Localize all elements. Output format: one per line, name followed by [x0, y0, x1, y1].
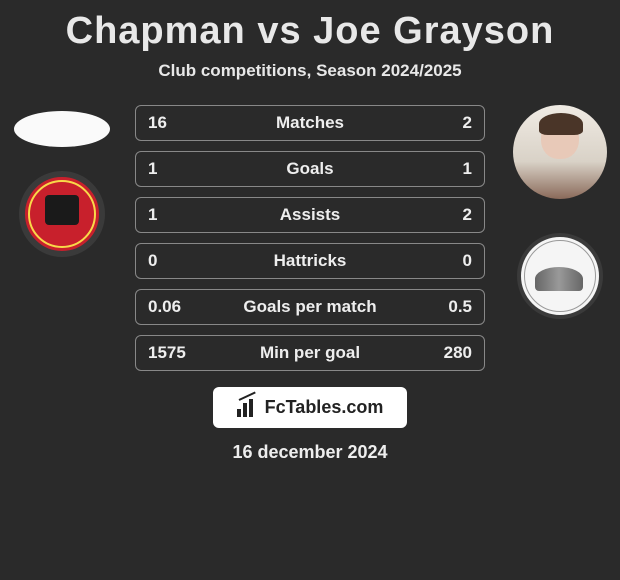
- stat-left-value: 0: [148, 251, 208, 271]
- footer: FcTables.com 16 december 2024: [213, 387, 408, 463]
- player-right-avatar: [513, 105, 607, 199]
- stat-row: 1 Assists 2: [135, 197, 485, 233]
- stat-label: Goals: [286, 159, 333, 179]
- stat-right-value: 1: [412, 159, 472, 179]
- stat-left-value: 0.06: [148, 297, 208, 317]
- stat-row: 16 Matches 2: [135, 105, 485, 141]
- stat-row: 0 Hattricks 0: [135, 243, 485, 279]
- stat-label: Min per goal: [260, 343, 360, 363]
- brand-badge: FcTables.com: [213, 387, 408, 428]
- player-left-avatar: [14, 111, 110, 147]
- stat-label: Assists: [280, 205, 340, 225]
- stat-left-value: 1575: [148, 343, 208, 363]
- stats-table: 16 Matches 2 1 Goals 1 1 Assists 2 0 Hat…: [135, 105, 485, 371]
- club-left-logo: [19, 171, 105, 257]
- brand-text: FcTables.com: [265, 397, 384, 418]
- stat-row: 1 Goals 1: [135, 151, 485, 187]
- stat-right-value: 280: [412, 343, 472, 363]
- player-left-column: [12, 105, 112, 257]
- stat-left-value: 1: [148, 205, 208, 225]
- stat-right-value: 0.5: [412, 297, 472, 317]
- bar-chart-icon: [237, 399, 259, 417]
- stat-right-value: 0: [412, 251, 472, 271]
- content-area: 16 Matches 2 1 Goals 1 1 Assists 2 0 Hat…: [0, 105, 620, 371]
- stat-row: 1575 Min per goal 280: [135, 335, 485, 371]
- page-title: Chapman vs Joe Grayson: [66, 10, 555, 53]
- stat-label: Goals per match: [243, 297, 376, 317]
- date-text: 16 december 2024: [232, 442, 387, 463]
- stat-left-value: 16: [148, 113, 208, 133]
- stat-label: Hattricks: [274, 251, 347, 271]
- stat-right-value: 2: [412, 113, 472, 133]
- club-right-logo: [517, 233, 603, 319]
- stat-left-value: 1: [148, 159, 208, 179]
- stat-label: Matches: [276, 113, 344, 133]
- player-right-column: [510, 105, 610, 319]
- subtitle: Club competitions, Season 2024/2025: [158, 61, 461, 81]
- stat-right-value: 2: [412, 205, 472, 225]
- comparison-card: Chapman vs Joe Grayson Club competitions…: [0, 0, 620, 463]
- stat-row: 0.06 Goals per match 0.5: [135, 289, 485, 325]
